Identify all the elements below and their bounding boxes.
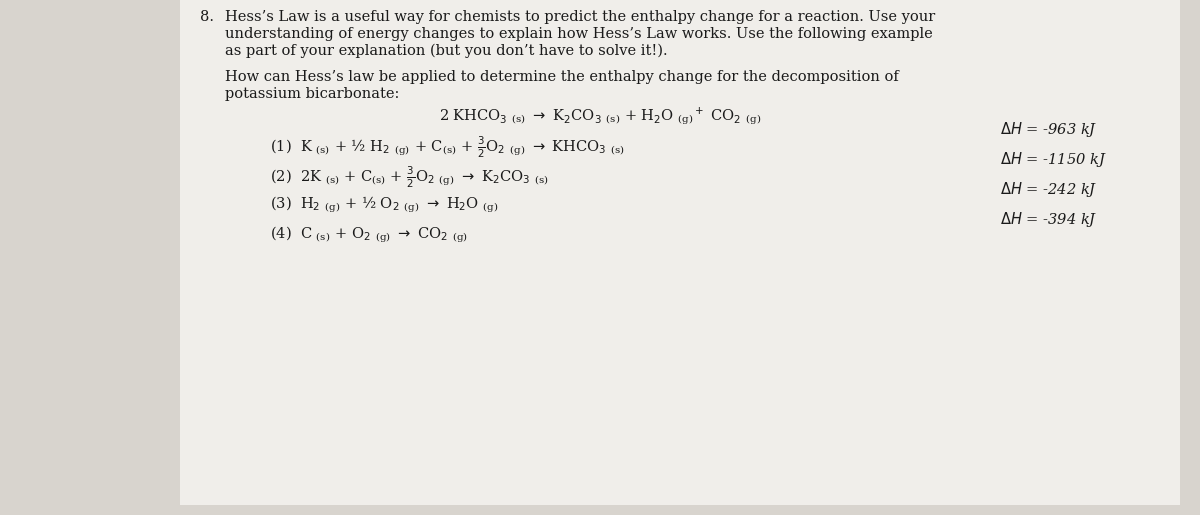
Text: potassium bicarbonate:: potassium bicarbonate: xyxy=(226,87,400,101)
Text: understanding of energy changes to explain how Hess’s Law works. Use the followi: understanding of energy changes to expla… xyxy=(226,27,932,41)
Text: How can Hess’s law be applied to determine the enthalpy change for the decomposi: How can Hess’s law be applied to determi… xyxy=(226,70,899,84)
Text: Hess’s Law is a useful way for chemists to predict the enthalpy change for a rea: Hess’s Law is a useful way for chemists … xyxy=(226,10,935,24)
Text: $\Delta H$ = -1150 kJ: $\Delta H$ = -1150 kJ xyxy=(1000,150,1106,169)
Text: (4)  C $\mathregular{_{(s)}}$ + O$_2$ $\mathregular{_{(g)}}$ $\rightarrow$ CO$_2: (4) C $\mathregular{_{(s)}}$ + O$_2$ $\m… xyxy=(270,225,468,245)
Text: 2 KHCO$_3$ $\mathregular{_{(s)}}$ $\rightarrow$ K$_2$CO$_3$ $\mathregular{_{(s)}: 2 KHCO$_3$ $\mathregular{_{(s)}}$ $\righ… xyxy=(439,105,761,127)
Text: (3)  H$_2$ $\mathregular{_{(g)}}$ + ½ O$_2$ $\mathregular{_{(g)}}$ $\rightarrow$: (3) H$_2$ $\mathregular{_{(g)}}$ + ½ O$_… xyxy=(270,195,498,215)
Text: 8.: 8. xyxy=(200,10,214,24)
FancyBboxPatch shape xyxy=(180,0,1180,505)
Text: $\Delta H$ = -242 kJ: $\Delta H$ = -242 kJ xyxy=(1000,180,1098,199)
Text: $\Delta H$ = -394 kJ: $\Delta H$ = -394 kJ xyxy=(1000,210,1098,229)
Text: $\Delta H$ = -963 kJ: $\Delta H$ = -963 kJ xyxy=(1000,120,1098,139)
Text: as part of your explanation (but you don’t have to solve it!).: as part of your explanation (but you don… xyxy=(226,44,667,58)
Text: (1)  K $\mathregular{_{(s)}}$ + ½ H$_2$ $\mathregular{_{(g)}}$ + C$\mathregular{: (1) K $\mathregular{_{(s)}}$ + ½ H$_2$ $… xyxy=(270,135,625,160)
Text: (2)  2K $\mathregular{_{(s)}}$ + C$\mathregular{_{(s)}}$ + $\frac{3}{2}$O$_2$ $\: (2) 2K $\mathregular{_{(s)}}$ + C$\mathr… xyxy=(270,165,548,191)
